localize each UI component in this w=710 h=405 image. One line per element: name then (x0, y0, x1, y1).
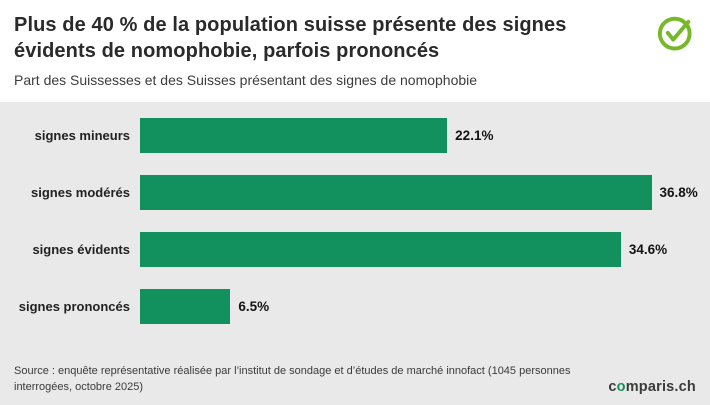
bar-category-label: signes modérés (31, 185, 130, 200)
bar-track: 34.6% (140, 232, 690, 267)
bar (140, 175, 652, 210)
bar-category-label: signes mineurs (34, 128, 130, 143)
source-note: Source : enquête représentative réalisée… (14, 365, 571, 393)
bar-track: 36.8% (140, 175, 698, 210)
bar-chart: signes mineurs 22.1% signes modérés 36.8% si… (0, 102, 710, 364)
logo-text-suffix: mparis.ch (625, 379, 696, 395)
chart-subtitle: Part des Suissesses et des Suisses prése… (14, 72, 478, 88)
header: Plus de 40 % de la population suisse pré… (0, 0, 710, 102)
bar-value-label: 22.1% (455, 128, 494, 143)
logo-text-prefix: c (608, 379, 617, 395)
bar-row: signes mineurs 22.1% (12, 118, 690, 153)
bar-value-label: 6.5% (238, 299, 270, 314)
bar (140, 232, 621, 267)
logo-green-o: o (616, 379, 626, 395)
bar-row: signes modérés 36.8% (12, 175, 698, 210)
check-circle-icon (657, 16, 692, 51)
bar-category-label: signes évidents (32, 242, 130, 257)
bar-value-label: 34.6% (628, 242, 668, 257)
bar-value-label: 36.8% (659, 185, 698, 200)
bar (140, 289, 231, 324)
comparis-logo: comparis.ch (608, 379, 696, 395)
bar (140, 118, 448, 153)
bar-category-label: signes prononcés (18, 299, 130, 314)
page-title: Plus de 40 % de la population suisse pré… (14, 14, 567, 62)
bar-row: signes évidents 34.6% (12, 232, 690, 267)
bar-track: 6.5% (140, 289, 690, 324)
bar-track: 22.1% (140, 118, 690, 153)
bar-row: signes prononcés 6.5% (12, 289, 690, 324)
footer: Source : enquête représentative réalisée… (0, 364, 710, 405)
